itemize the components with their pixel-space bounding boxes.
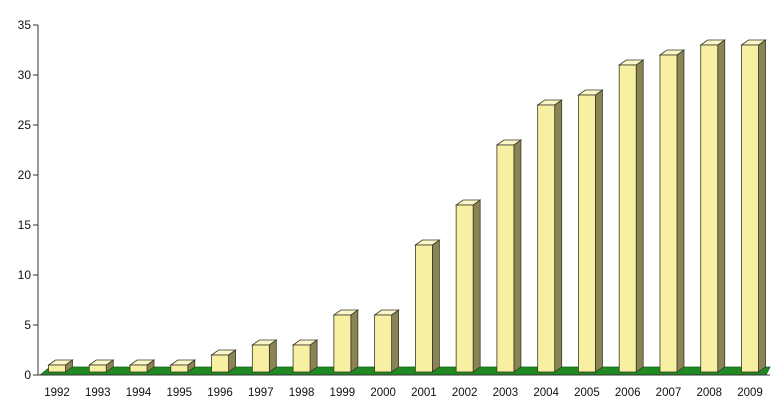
bar-2007 [658,49,686,373]
x-tick-label: 2000 [370,387,396,399]
bar-front [578,94,596,373]
bar-2000 [373,309,400,373]
bar-side [350,309,359,373]
bar-1999 [332,309,360,373]
bar-side [554,99,563,373]
bar-1992 [47,359,74,373]
bar-front [618,64,637,373]
bar-front [292,344,311,373]
bar-side [391,309,400,373]
bar-side [309,339,318,373]
x-axis: 1992 1993 1994 1995 1996 1997 1998 1999 2000 2001… [44,387,763,399]
y-tick-label: 10 [18,268,32,282]
bar-2006 [617,59,645,373]
x-tick-label: 1996 [207,387,233,399]
y-axis: 0 5 10 15 20 25 30 35 [18,18,39,382]
bar-front [374,314,393,373]
bar-front [700,44,719,373]
bar-side [717,39,726,373]
bar-1997 [251,339,278,373]
bar-front [455,204,474,373]
bar-side [635,59,644,373]
y-tick-label: 35 [18,18,32,32]
bar-front [333,314,352,373]
bar-2002 [454,199,482,373]
bar-front [414,244,433,373]
x-tick-label: 2008 [696,387,722,399]
bar-front [48,364,66,373]
y-tick-label: 25 [18,118,32,132]
bar-side [472,199,481,373]
x-tick-label: 1995 [166,387,192,399]
bar-front [211,354,229,373]
bar-2004 [536,99,563,373]
bar-1994 [128,359,156,373]
x-tick-label: 1994 [126,387,152,399]
bar-side [595,89,603,373]
x-tick-label: 2001 [411,387,437,399]
bar-2008 [699,39,726,373]
bar-series [47,39,767,373]
x-tick-label: 2004 [533,387,559,399]
x-tick-label: 2006 [615,387,641,399]
y-tick-label: 15 [18,218,32,232]
y-tick-label: 5 [24,318,31,332]
x-tick-label: 1993 [85,387,111,399]
x-tick-label: 2007 [656,387,682,399]
bar-front [170,364,189,373]
x-tick-label: 2005 [574,387,600,399]
bar-front [129,364,148,373]
bar-front [496,144,515,373]
y-tick-label: 0 [24,368,31,382]
x-tick-label: 1992 [44,387,70,399]
bar-2001 [414,239,441,373]
bar-2009 [740,39,767,373]
x-tick-label: 1997 [248,387,274,399]
x-tick-label: 2002 [452,387,478,399]
bar-front [88,364,107,373]
bar-front [251,344,270,373]
x-tick-label: 1999 [330,387,356,399]
bar-front [659,54,678,373]
bar-side [513,139,522,373]
bar-side [431,239,440,373]
y-tick-label: 30 [18,68,32,82]
bar-1998 [291,339,319,373]
bar-1995 [169,359,197,373]
bar-2003 [495,139,523,373]
x-tick-label: 2009 [737,387,763,399]
x-tick-label: 2003 [493,387,519,399]
bar-2005 [577,89,604,373]
x-tick-label: 1998 [289,387,315,399]
y-tick-label: 20 [18,168,32,182]
bar-1996 [210,349,237,373]
bar-side [758,39,766,373]
bar-front [537,104,556,373]
bar-front [741,44,759,373]
bar-side [268,339,277,373]
bar-side [676,49,685,373]
bar-1993 [88,359,115,373]
